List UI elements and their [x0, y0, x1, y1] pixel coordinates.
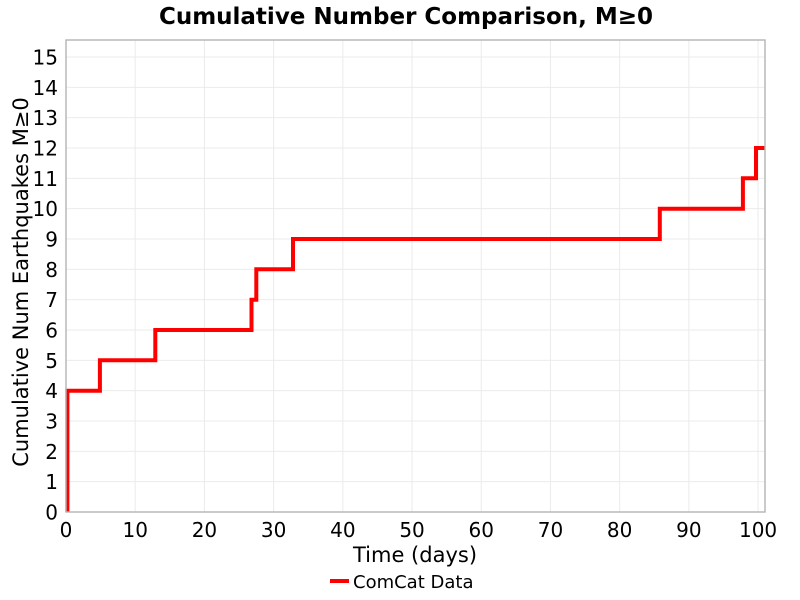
gridlines: [65, 40, 765, 513]
y-tick-label-12: 12: [33, 136, 58, 160]
y-tick-label-14: 14: [33, 76, 58, 100]
x-tick-label-40: 40: [330, 518, 355, 542]
y-tick-label-3: 3: [45, 409, 58, 433]
comcat-step-line: [65, 146, 765, 512]
x-tick-label-50: 50: [399, 518, 424, 542]
y-tick-label-7: 7: [45, 288, 58, 312]
y-tick-label-5: 5: [45, 349, 58, 373]
y-axis-label: Cumulative Num Earthquakes M≥0: [9, 97, 33, 467]
x-tick-label-70: 70: [538, 518, 563, 542]
x-tick-label-60: 60: [469, 518, 494, 542]
x-tick-label-30: 30: [261, 518, 286, 542]
legend-label: ComCat Data: [353, 572, 473, 593]
x-axis-label: Time (days): [352, 543, 477, 567]
x-tick-label-20: 20: [192, 518, 217, 542]
y-tick-label-11: 11: [33, 167, 58, 191]
y-tick-label-13: 13: [33, 106, 58, 130]
y-tick-label-8: 8: [45, 258, 58, 282]
y-tick-label-9: 9: [45, 227, 58, 251]
plot-frame: [65, 39, 766, 513]
y-tick-label-10: 10: [33, 197, 58, 221]
y-tick-label-1: 1: [45, 470, 58, 494]
legend: ComCat Data: [330, 572, 473, 593]
x-tick-labels: 0 10 20 30 40 50 60 70 80 90 100: [60, 518, 778, 542]
chart-title: Cumulative Number Comparison, M≥0: [159, 4, 653, 30]
y-tick-label-2: 2: [45, 440, 58, 464]
x-tick-label-80: 80: [607, 518, 632, 542]
y-tick-label-15: 15: [33, 45, 58, 69]
y-tick-label-4: 4: [45, 379, 58, 403]
x-tick-label-0: 0: [60, 518, 73, 542]
x-tick-label-90: 90: [676, 518, 701, 542]
y-tick-label-0: 0: [45, 501, 58, 525]
y-tick-label-6: 6: [45, 318, 58, 342]
x-tick-label-100: 100: [739, 518, 777, 542]
x-tick-label-10: 10: [122, 518, 147, 542]
